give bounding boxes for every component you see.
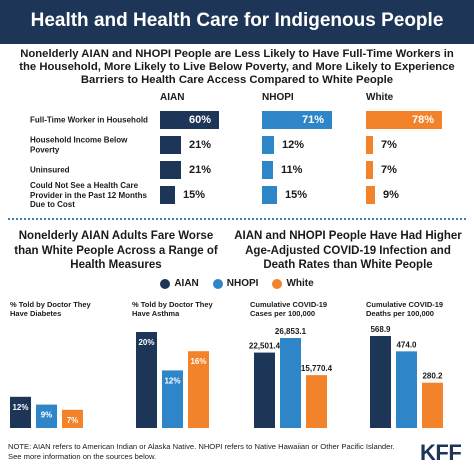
bar-white-row-1 [366,136,373,154]
column-asthma-white [188,351,209,428]
bar-label-aian-row-0: 60% [189,114,212,126]
legend-label-nhopi: NHOPI [226,278,259,289]
column-label-covid-deaths-nhopi: 474.0 [396,340,417,349]
bar-nhopi-row-2 [262,161,273,179]
column-label-asthma-aian: 20% [138,338,154,347]
legend-swatch-aian [160,278,171,289]
column-asthma-aian [136,332,157,428]
column-covid-deaths-aian [370,336,391,428]
column-covid-deaths-nhopi [396,351,417,428]
chart-title-covid-deaths: Cumulative COVID-19 Deaths per 100,000 [366,300,444,318]
row-label-below-poverty: Household Income Below Poverty [30,135,128,155]
bar-label-nhopi-row-0: 71% [302,114,325,126]
column-label-covid-cases-nhopi: 26,853.1 [275,327,307,336]
legend-item-nhopi: NHOPI [212,278,259,289]
legend-item-aian: AIAN [160,278,199,289]
column-label-asthma-white: 16% [190,357,206,366]
top-section-subtitle: Nonelderly AIAN and NHOPI People are Les… [19,48,455,86]
bar-nhopi-row-3 [262,186,277,204]
chart-title-asthma: % Told by Doctor They Have Asthma [132,300,213,318]
bar-label-nhopi-row-3: 15% [285,189,308,201]
row-label-cost-barrier: Could Not See a Health Care Provider in … [30,180,147,209]
kff-logo: KFF [420,440,462,465]
page-title: Health and Health Care for Indigenous Pe… [30,10,444,31]
bar-aian-row-1 [160,136,181,154]
legend-swatch-nhopi [212,278,223,289]
column-label-diabetes-nhopi: 9% [41,411,53,420]
column-header-nhopi: NHOPI [262,92,294,103]
column-label-covid-cases-aian: 22,501.4 [249,342,281,351]
legend-swatch-white [272,278,283,289]
right-section-title: AIAN and NHOPI People Have Had Higher Ag… [234,230,462,271]
bar-label-white-row-0: 78% [412,114,435,126]
column-covid-deaths-white [422,382,443,428]
column-label-diabetes-white: 7% [67,416,79,425]
bar-nhopi-row-1 [262,136,274,154]
left-section-title: Nonelderly AIAN Adults Fare Worse than W… [14,230,218,271]
column-diabetes-nhopi [36,404,57,428]
bar-nhopi-row-0 [262,111,332,129]
column-diabetes-white [62,409,83,428]
bar-white-row-0 [366,111,442,129]
chart-title-covid-cases: Cumulative COVID-19 Cases per 100,000 [250,300,328,318]
legend-label-aian: AIAN [174,278,199,289]
section-divider [8,218,466,220]
column-label-covid-deaths-white: 280.2 [422,372,443,381]
bar-white-row-2 [366,161,373,179]
header-banner: Health and Health Care for Indigenous Pe… [0,0,474,44]
row-label-uninsured: Uninsured [30,165,70,175]
column-covid-cases-aian [254,352,275,428]
bar-label-nhopi-row-1: 12% [282,139,305,151]
bar-label-aian-row-1: 21% [189,139,212,151]
column-label-covid-deaths-aian: 568.9 [370,325,391,334]
bar-label-nhopi-row-2: 11% [281,164,303,176]
column-header-white: White [366,92,394,103]
column-covid-cases-nhopi [280,338,301,428]
bar-label-white-row-2: 7% [381,164,397,176]
column-label-asthma-nhopi: 12% [164,376,180,385]
legend: AIAN NHOPI White [0,278,474,289]
bar-label-aian-row-2: 21% [189,164,212,176]
column-covid-cases-white [306,375,327,428]
bar-aian-row-3 [160,186,175,204]
footnote: NOTE: AIAN refers to American Indian or … [8,442,395,461]
column-label-covid-cases-white: 15,770.4 [301,364,333,373]
bar-aian-row-2 [160,161,181,179]
legend-item-white: White [272,278,314,289]
legend-label-white: White [286,278,314,289]
bar-label-white-row-1: 7% [381,139,397,151]
bar-white-row-3 [366,186,375,204]
chart-title-diabetes: % Told by Doctor They Have Diabetes [10,300,91,318]
bar-aian-row-0 [160,111,219,129]
column-diabetes-aian [10,396,31,428]
column-header-aian: AIAN [160,92,185,103]
column-asthma-nhopi [162,370,183,428]
bar-label-aian-row-3: 15% [183,189,206,201]
bar-label-white-row-3: 9% [383,189,399,201]
column-label-diabetes-aian: 12% [12,403,28,412]
row-label-full-time-worker: Full-Time Worker in Household [30,115,148,125]
